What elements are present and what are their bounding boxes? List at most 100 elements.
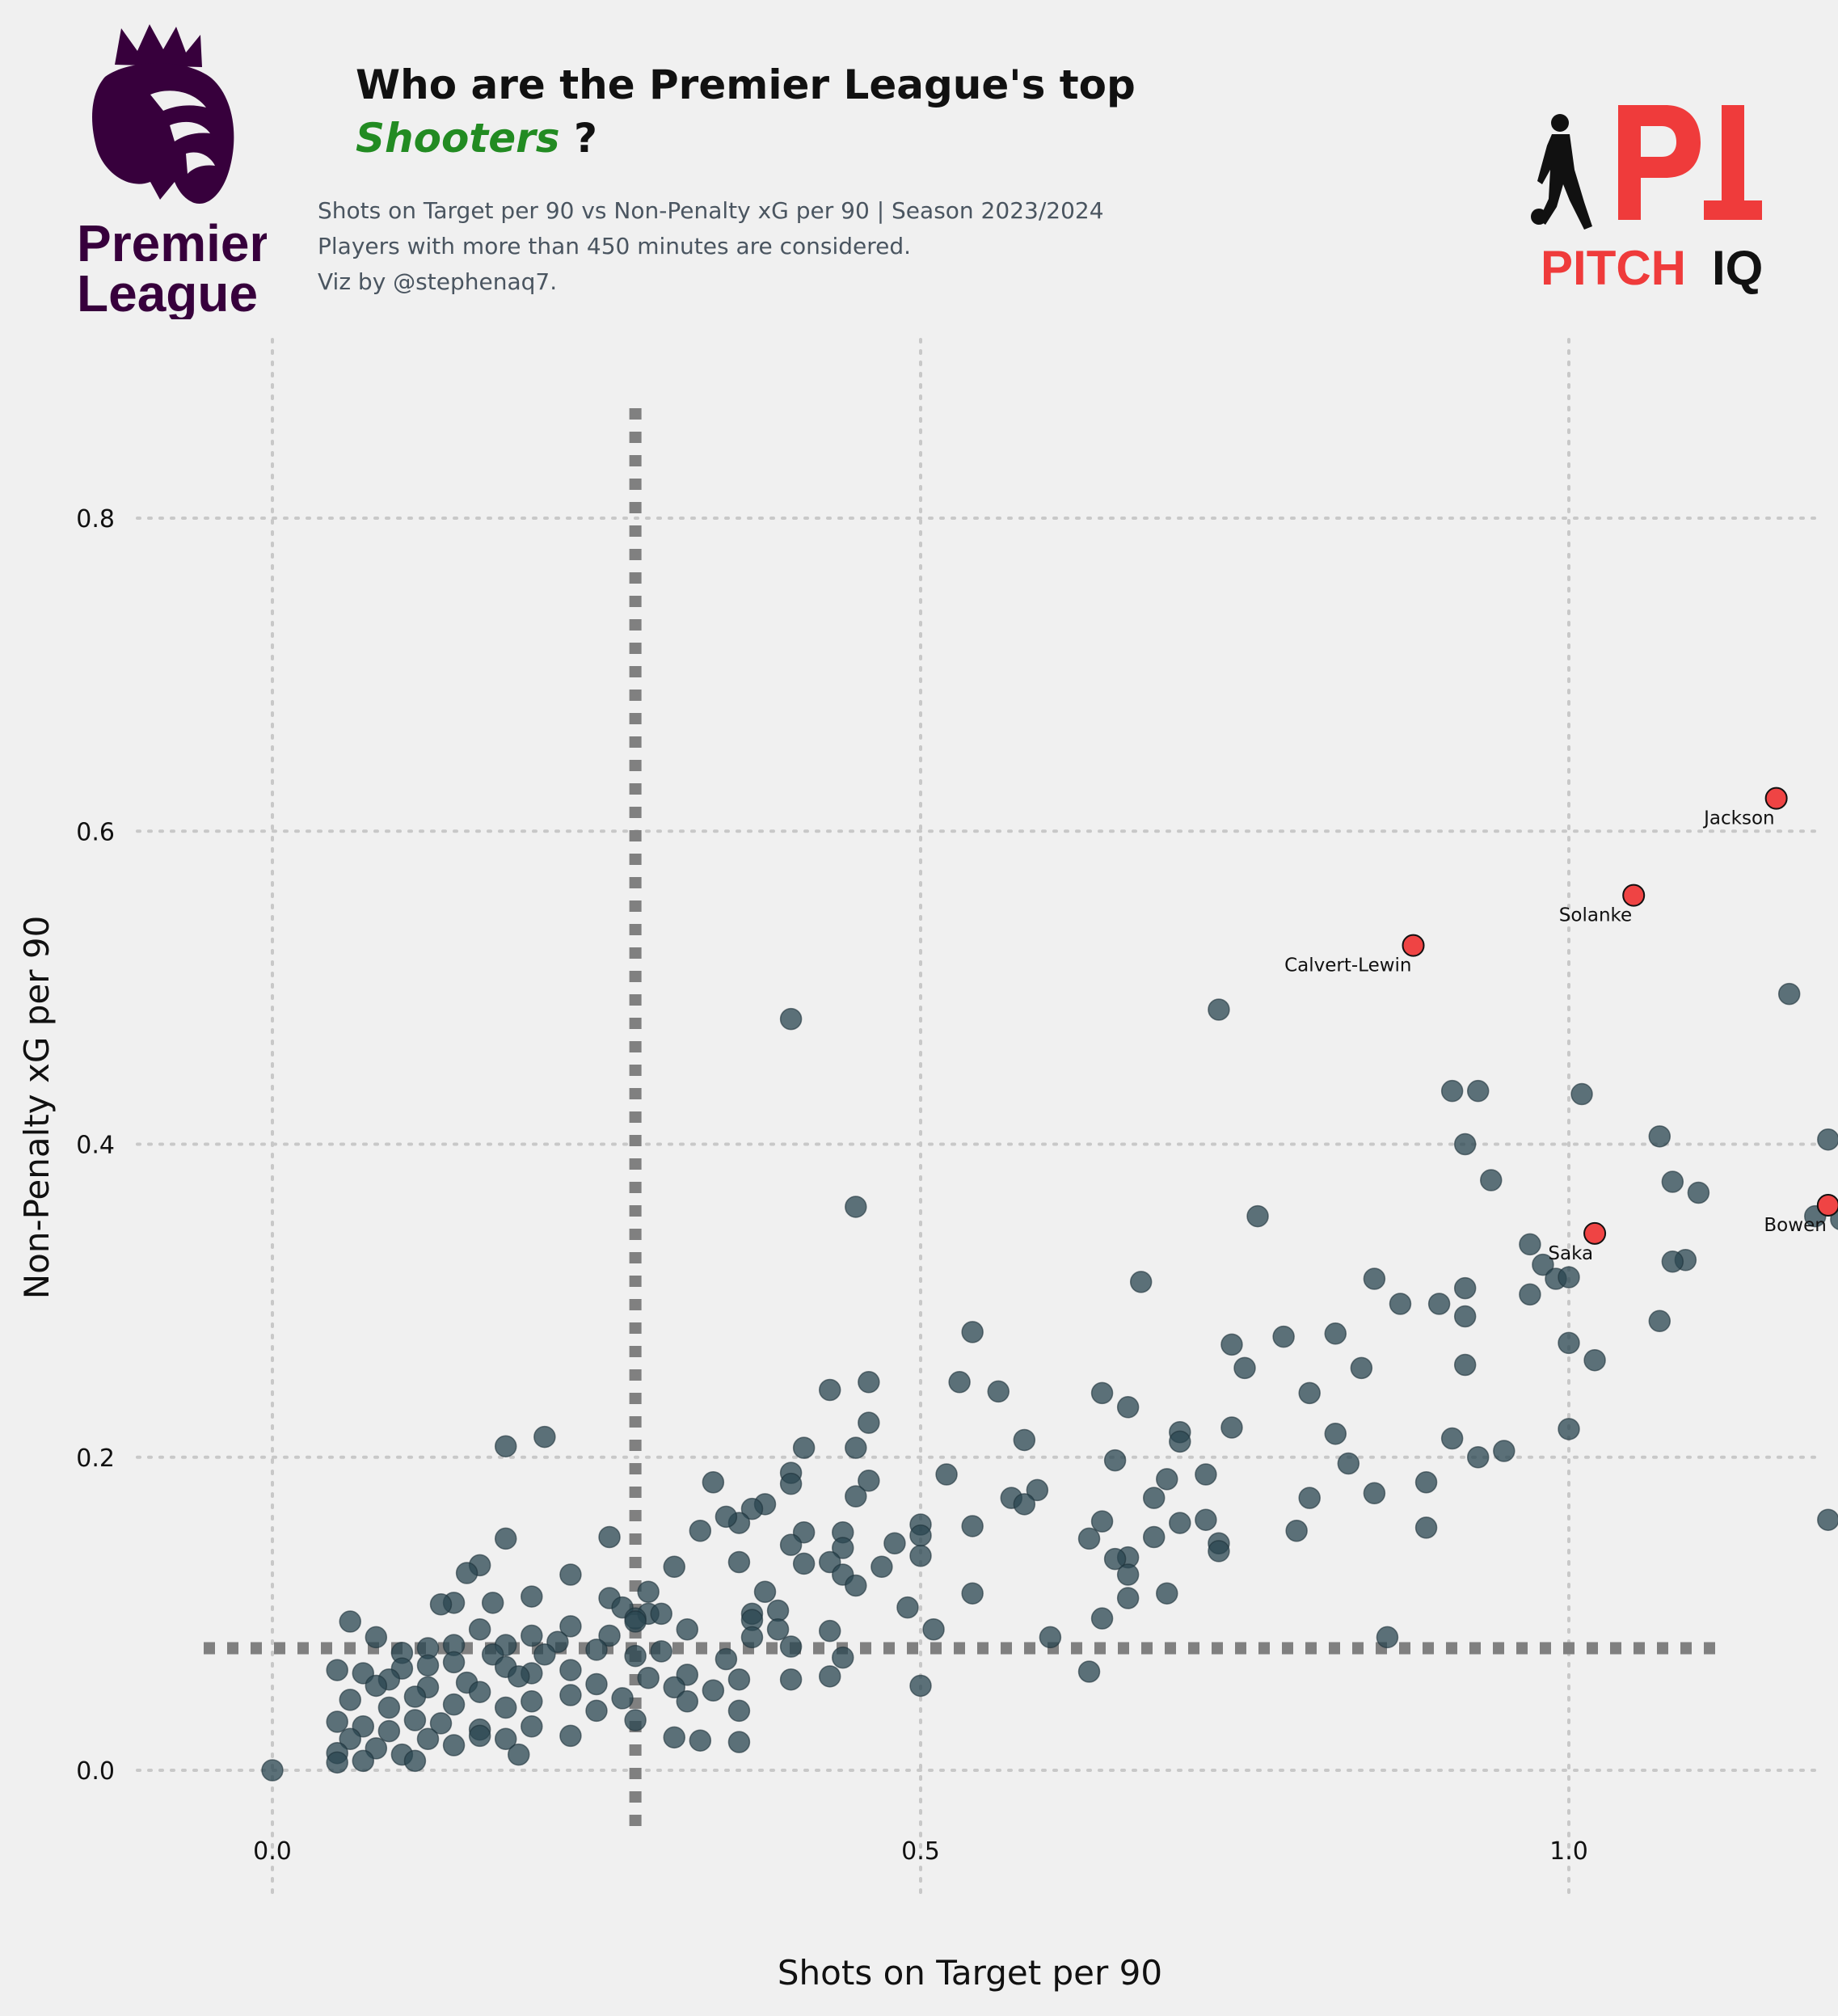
data-point	[442, 1651, 466, 1674]
data-point	[792, 1436, 816, 1459]
data-point	[559, 1615, 582, 1638]
data-point	[365, 1626, 388, 1649]
data-point	[1142, 1487, 1166, 1509]
data-point	[909, 1524, 932, 1547]
header: Premier League Who are the Premier Leagu…	[0, 0, 1838, 331]
data-point	[1583, 1348, 1606, 1372]
data-point	[624, 1644, 647, 1668]
data-point	[1233, 1356, 1256, 1380]
y-tick-label: 0.0	[76, 1757, 115, 1786]
data-point	[585, 1699, 608, 1723]
data-point	[1156, 1468, 1178, 1491]
data-point	[1013, 1493, 1036, 1516]
data-point	[352, 1749, 375, 1773]
data-point	[442, 1734, 466, 1757]
data-point	[650, 1602, 672, 1626]
data-point	[339, 1727, 361, 1751]
data-point	[1570, 1082, 1593, 1106]
data-point	[1350, 1356, 1373, 1380]
data-point	[1558, 1331, 1580, 1355]
data-point	[1661, 1250, 1684, 1273]
data-point	[909, 1544, 932, 1567]
data-point	[1077, 1527, 1101, 1550]
tick-labels: 0.00.51.01.52.00.00.20.40.60.8	[76, 505, 1588, 1866]
reference-lines	[204, 408, 1720, 1835]
data-point	[1090, 1510, 1114, 1533]
data-point	[845, 1574, 867, 1597]
data-points	[261, 982, 1838, 1782]
data-point	[1026, 1478, 1049, 1502]
data-point	[845, 1485, 867, 1508]
data-point	[1519, 1283, 1541, 1306]
logo-wordmark-iq: IQ	[1712, 241, 1763, 295]
data-point	[559, 1563, 582, 1586]
data-point	[1558, 1418, 1580, 1440]
data-point	[909, 1674, 932, 1698]
player-label: Jackson	[1702, 808, 1774, 829]
y-tick-label: 0.8	[76, 505, 115, 534]
data-point	[1324, 1322, 1347, 1345]
data-point	[429, 1712, 453, 1735]
data-point	[663, 1676, 685, 1699]
chart-title: Who are the Premier League's top	[356, 61, 1136, 108]
data-point	[1129, 1271, 1153, 1293]
data-point	[585, 1672, 608, 1696]
data-point	[663, 1555, 685, 1579]
data-point	[702, 1679, 725, 1702]
data-point	[1389, 1293, 1412, 1315]
data-point	[896, 1596, 919, 1619]
data-point	[961, 1582, 984, 1605]
data-point	[521, 1690, 543, 1713]
y-tick-label: 0.2	[76, 1445, 115, 1473]
highlighted-player: Saka	[1548, 1221, 1607, 1264]
premier-league-logo: Premier League	[77, 24, 267, 319]
highlighted-player: Jackson	[1702, 787, 1788, 829]
data-point	[987, 1380, 1010, 1403]
data-point	[676, 1690, 699, 1713]
data-point	[1817, 1128, 1838, 1151]
grid	[136, 338, 1816, 1897]
data-point	[818, 1665, 841, 1688]
player-label: Solanke	[1559, 905, 1632, 926]
data-point	[521, 1715, 543, 1738]
data-point	[1285, 1520, 1308, 1542]
data-point	[403, 1709, 427, 1731]
x-axis-label: Shots on Target per 90	[778, 1953, 1162, 1993]
data-point	[1466, 1446, 1490, 1469]
data-point	[676, 1617, 699, 1641]
data-point	[377, 1719, 401, 1743]
data-point	[1195, 1463, 1217, 1486]
data-point	[1090, 1381, 1114, 1405]
data-point	[779, 1635, 803, 1658]
data-point	[339, 1689, 361, 1711]
highlighted-point	[1764, 787, 1788, 810]
data-point	[326, 1710, 348, 1733]
data-point	[1414, 1516, 1438, 1539]
data-point	[1519, 1233, 1541, 1256]
data-point	[1648, 1125, 1671, 1148]
data-point	[598, 1525, 621, 1549]
data-point	[1116, 1396, 1140, 1419]
player-label: Bowen	[1764, 1215, 1826, 1236]
data-point	[1453, 1132, 1477, 1156]
data-point	[494, 1435, 517, 1457]
data-point	[740, 1626, 764, 1649]
data-point	[637, 1580, 660, 1604]
data-point	[922, 1617, 945, 1641]
data-point	[727, 1731, 751, 1753]
data-point	[365, 1674, 388, 1698]
data-point	[727, 1699, 751, 1723]
highlighted-point	[1622, 884, 1646, 907]
data-point	[1103, 1547, 1127, 1571]
data-point	[1440, 1427, 1464, 1450]
data-point	[637, 1667, 660, 1689]
data-point	[1142, 1525, 1166, 1549]
data-point	[1077, 1660, 1101, 1683]
x-tick-label: 1.0	[1549, 1837, 1588, 1866]
data-point	[1169, 1512, 1191, 1534]
data-point	[1440, 1079, 1464, 1103]
data-point	[1246, 1204, 1269, 1228]
data-point	[1648, 1310, 1671, 1333]
data-point	[1466, 1079, 1490, 1103]
